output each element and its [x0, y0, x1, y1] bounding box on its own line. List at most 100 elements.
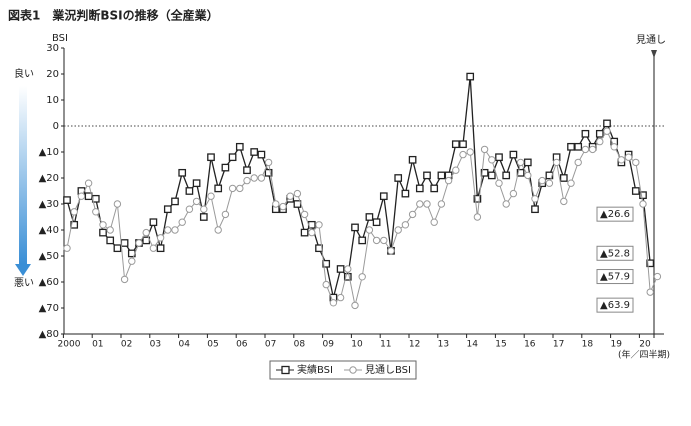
marker-circle — [322, 280, 330, 289]
marker-circle — [524, 171, 532, 180]
x-tick-label: 19 — [610, 340, 622, 350]
marker-circle — [639, 200, 647, 208]
marker-circle — [488, 156, 496, 164]
marker-circle — [430, 218, 438, 226]
marker-circle — [221, 210, 230, 219]
value-label: ▲52.8 — [600, 248, 630, 259]
marker-square — [603, 119, 611, 128]
marker-circle — [279, 202, 287, 211]
marker-square — [394, 174, 403, 182]
marker-square — [559, 174, 568, 182]
marker-square — [430, 184, 439, 193]
y-tick-label: 10 — [46, 95, 59, 106]
marker-square — [322, 259, 331, 268]
marker-square — [581, 129, 590, 138]
value-label: ▲26.6 — [600, 209, 630, 220]
marker-circle — [293, 189, 302, 198]
good-label: 良い — [14, 67, 34, 80]
marker-circle — [156, 234, 165, 242]
x-tick-label: 12 — [409, 340, 420, 350]
marker-square — [185, 187, 194, 195]
marker-circle — [538, 176, 546, 185]
marker-circle — [128, 257, 136, 265]
direction-bar — [19, 86, 27, 264]
x-tick-label: 01 — [92, 340, 103, 350]
marker-circle — [171, 226, 179, 234]
marker-circle — [574, 158, 582, 167]
marker-circle — [243, 176, 251, 185]
marker-square — [228, 153, 237, 162]
x-tick-label: 17 — [553, 340, 564, 350]
marker-square — [516, 168, 525, 177]
marker-circle — [228, 184, 237, 193]
marker-circle — [480, 145, 489, 154]
marker-square — [192, 179, 201, 188]
marker-square — [466, 72, 475, 81]
x-tick-label: 06 — [236, 340, 248, 350]
marker-circle — [185, 205, 194, 213]
marker-square — [235, 142, 244, 151]
marker-circle — [120, 275, 129, 284]
marker-circle — [560, 197, 568, 206]
marker-circle — [466, 148, 474, 156]
marker-circle — [545, 179, 554, 187]
marker-circle — [416, 200, 424, 208]
marker-circle — [92, 208, 100, 216]
marker-square — [631, 187, 640, 195]
marker-circle — [610, 143, 618, 151]
marker-circle — [344, 265, 352, 273]
x-tick-label: 08 — [294, 340, 306, 350]
marker-square — [595, 129, 604, 138]
marker-circle — [502, 200, 510, 208]
marker-circle — [214, 226, 222, 234]
marker-circle — [329, 299, 338, 307]
marker-square — [459, 140, 467, 149]
marker-square — [106, 236, 115, 245]
marker-circle — [257, 174, 266, 182]
x-tick-label: 11 — [380, 340, 391, 350]
marker-circle — [581, 145, 590, 154]
y-tick-label: ▲20 — [39, 173, 59, 184]
y-tick-label: ▲50 — [39, 251, 59, 262]
legend-marker — [281, 365, 290, 375]
value-label-box — [596, 206, 634, 222]
marker-square — [207, 153, 215, 162]
x-tick-label: 02 — [121, 340, 132, 350]
marker-circle — [459, 150, 467, 159]
marker-square — [336, 265, 345, 273]
marker-circle — [603, 127, 611, 135]
marker-circle — [272, 200, 280, 208]
marker-square — [264, 168, 273, 177]
marker-square — [531, 205, 539, 214]
marker-circle — [372, 236, 381, 245]
value-label: ▲57.9 — [600, 272, 630, 283]
marker-circle — [336, 293, 345, 302]
marker-circle — [588, 145, 597, 154]
marker-circle — [207, 192, 215, 200]
marker-square — [156, 244, 165, 253]
x-tick-label: 04 — [178, 340, 190, 350]
marker-square — [221, 163, 230, 172]
marker-circle — [394, 226, 402, 234]
y-tick-label: ▲80 — [39, 329, 59, 340]
marker-square — [646, 259, 655, 268]
marker-circle — [135, 239, 143, 247]
marker-square — [113, 244, 122, 253]
chart-title: 図表1 業況判断BSIの推移（全産業） — [8, 8, 219, 23]
x-tick-label: 13 — [438, 340, 449, 350]
x-axis-label: (年／四半期) — [618, 349, 670, 361]
marker-square — [437, 171, 446, 180]
marker-square — [495, 153, 503, 162]
marker-square — [574, 142, 583, 151]
x-tick-label: 14 — [466, 340, 478, 350]
legend-marker — [349, 366, 357, 374]
marker-square — [171, 197, 179, 206]
y-tick-label: 30 — [46, 43, 59, 54]
marker-circle — [142, 228, 150, 237]
marker-square — [480, 168, 489, 177]
marker-circle — [387, 247, 395, 255]
marker-circle — [308, 228, 316, 237]
marker-square — [502, 171, 511, 180]
marker-circle — [632, 158, 640, 167]
marker-square — [70, 220, 79, 229]
